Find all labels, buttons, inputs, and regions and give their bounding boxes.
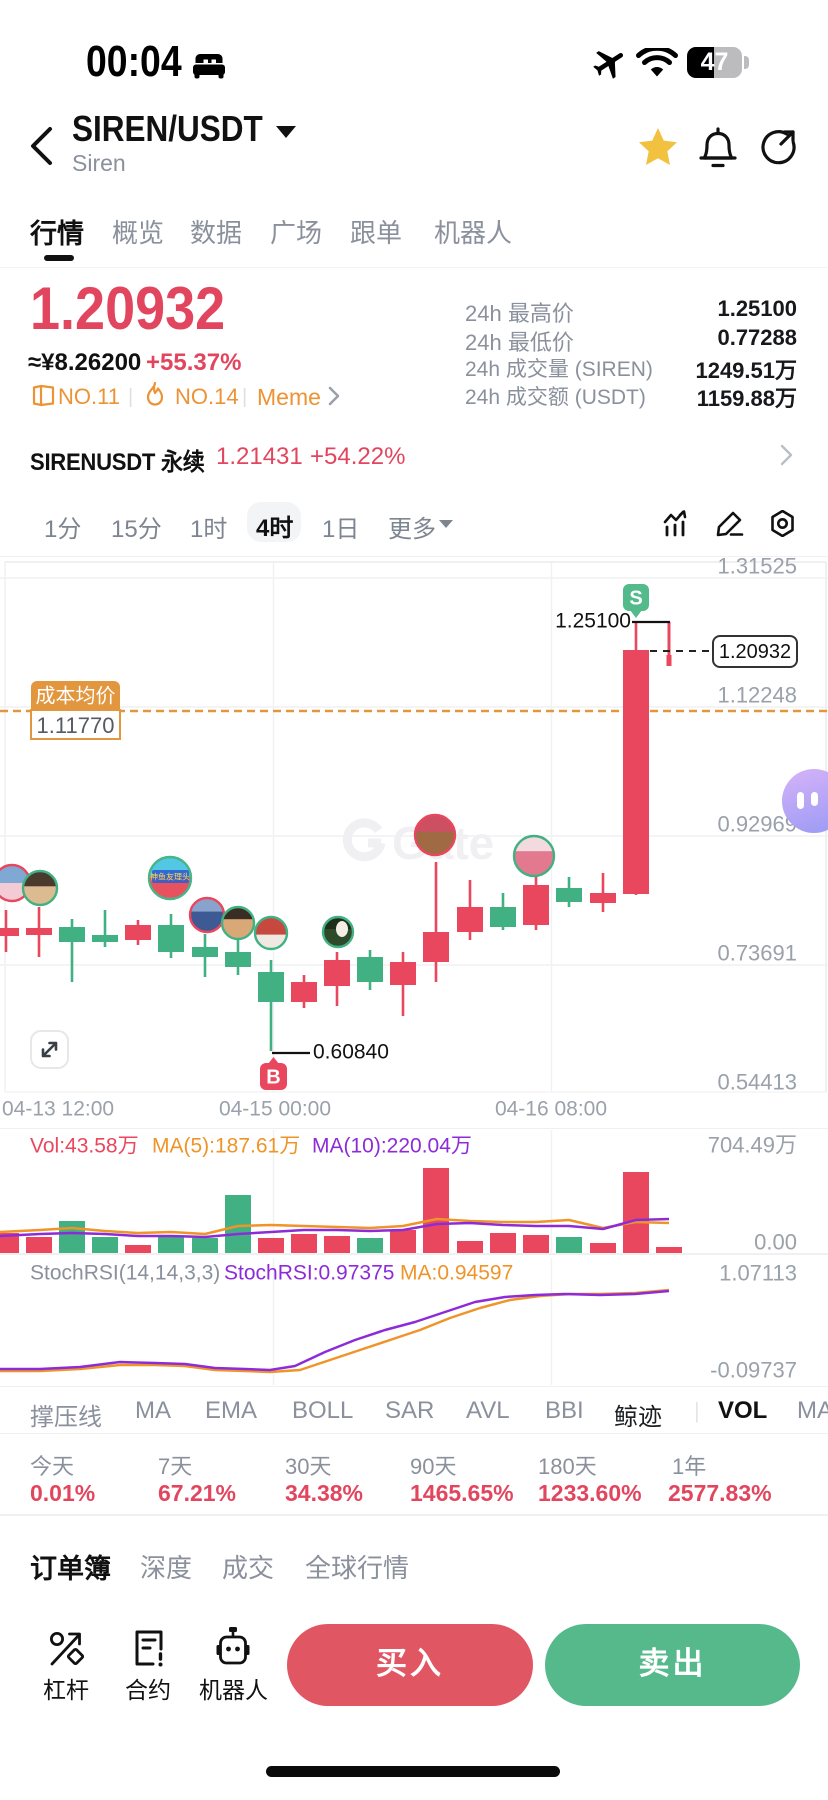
- svg-text:MA(5):187.61万: MA(5):187.61万: [152, 1135, 300, 1158]
- svg-text:1.25100: 1.25100: [555, 610, 631, 633]
- svg-text:1.07113: 1.07113: [719, 1261, 797, 1286]
- svg-text:04-13 12:00: 04-13 12:00: [2, 1098, 114, 1121]
- svg-text:0.92969: 0.92969: [717, 812, 797, 837]
- svg-text:Vol:43.58万: Vol:43.58万: [30, 1135, 139, 1158]
- svg-text:0.54413: 0.54413: [717, 1070, 797, 1095]
- svg-text:0.60840: 0.60840: [313, 1041, 389, 1064]
- svg-text:MA(10):220.04万: MA(10):220.04万: [312, 1135, 472, 1158]
- svg-text:StochRSI(14,14,3,3): StochRSI(14,14,3,3): [30, 1262, 220, 1285]
- svg-text:0.73691: 0.73691: [717, 941, 797, 966]
- svg-text:1.31525: 1.31525: [717, 558, 797, 579]
- svg-text:B: B: [266, 1067, 280, 1089]
- svg-text:704.49万: 704.49万: [708, 1133, 797, 1158]
- svg-text:04-15 00:00: 04-15 00:00: [219, 1098, 331, 1121]
- svg-text:S: S: [629, 588, 642, 610]
- svg-text:MA:0.94597: MA:0.94597: [400, 1262, 513, 1285]
- svg-text:成本均价: 成本均价: [36, 685, 116, 708]
- svg-text:1.12248: 1.12248: [717, 683, 797, 708]
- svg-text:1.11770: 1.11770: [37, 713, 115, 738]
- svg-text:1.20932: 1.20932: [719, 641, 791, 663]
- svg-text:神鱼友理头: 神鱼友理头: [150, 872, 190, 882]
- svg-text:0.00: 0.00: [754, 1230, 797, 1255]
- svg-text:StochRSI:0.97375: StochRSI:0.97375: [224, 1262, 394, 1285]
- svg-text:-0.09737: -0.09737: [710, 1358, 797, 1383]
- svg-text:04-16 08:00: 04-16 08:00: [495, 1098, 607, 1121]
